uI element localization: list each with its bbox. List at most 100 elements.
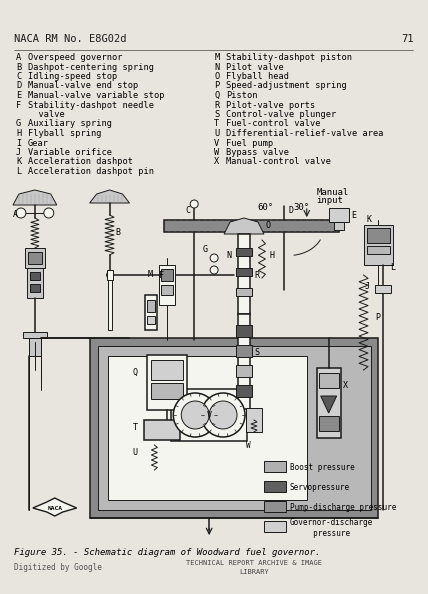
Text: X: X — [214, 157, 220, 166]
Polygon shape — [33, 498, 77, 516]
Text: NACA RM No. E8G02d: NACA RM No. E8G02d — [14, 34, 126, 44]
Circle shape — [173, 393, 217, 437]
Text: Q: Q — [214, 91, 220, 100]
Bar — [161, 285, 173, 295]
Text: Digitized by Google: Digitized by Google — [14, 563, 102, 572]
Text: 60°: 60° — [257, 203, 273, 212]
Bar — [144, 420, 180, 440]
Text: R: R — [254, 271, 259, 280]
Polygon shape — [13, 190, 57, 205]
Text: V: V — [207, 410, 212, 419]
Text: S: S — [254, 348, 259, 357]
Text: G: G — [202, 245, 207, 254]
Text: F: F — [16, 100, 21, 109]
Circle shape — [209, 401, 237, 429]
Text: Q: Q — [132, 368, 137, 377]
Circle shape — [44, 208, 54, 218]
Bar — [319, 416, 339, 431]
Text: E: E — [351, 211, 357, 220]
Bar — [30, 272, 40, 280]
Text: Flyball spring: Flyball spring — [28, 129, 101, 138]
Bar — [236, 385, 252, 397]
Text: K: K — [366, 215, 372, 224]
Bar — [264, 521, 286, 532]
Bar — [366, 228, 390, 243]
Text: Dashpot-centering spring: Dashpot-centering spring — [28, 62, 154, 71]
Bar — [236, 365, 252, 377]
Bar — [89, 338, 378, 518]
Text: W: W — [214, 148, 220, 157]
Bar — [25, 248, 45, 268]
Text: Pilot valve: Pilot valve — [226, 62, 284, 71]
Polygon shape — [224, 218, 264, 234]
Circle shape — [210, 254, 218, 262]
Bar — [319, 373, 339, 388]
Text: C: C — [185, 206, 190, 215]
Bar — [264, 501, 286, 512]
Text: B: B — [116, 228, 121, 237]
Text: N: N — [226, 251, 231, 260]
Circle shape — [16, 208, 26, 218]
Text: F: F — [159, 271, 164, 280]
Text: Control-valve plunger: Control-valve plunger — [226, 110, 336, 119]
Text: L: L — [16, 167, 21, 176]
Text: M: M — [214, 53, 220, 62]
Bar — [28, 252, 42, 264]
Text: E: E — [16, 91, 21, 100]
Bar — [159, 265, 175, 305]
Text: U: U — [132, 448, 137, 457]
Text: D: D — [289, 206, 294, 215]
Bar — [236, 248, 252, 256]
Text: 71: 71 — [401, 34, 413, 44]
Bar — [375, 285, 392, 293]
Bar — [238, 314, 250, 409]
Text: Manual-control valve: Manual-control valve — [226, 157, 331, 166]
Text: Flyball head: Flyball head — [226, 72, 289, 81]
Bar — [317, 368, 341, 438]
Text: Stability-dashpot needle: Stability-dashpot needle — [28, 100, 154, 109]
Text: X: X — [342, 381, 348, 390]
Text: Manual-valve variable stop: Manual-valve variable stop — [28, 91, 164, 100]
Text: S: S — [214, 110, 220, 119]
Text: Gear: Gear — [28, 138, 49, 147]
Bar — [366, 246, 390, 254]
Bar — [29, 338, 41, 356]
Text: Differential-relief-valve area: Differential-relief-valve area — [226, 129, 383, 138]
Text: P: P — [375, 313, 380, 322]
Bar — [236, 288, 252, 296]
Text: Boost pressure: Boost pressure — [290, 463, 354, 472]
Bar — [164, 220, 339, 232]
Bar — [238, 234, 250, 314]
Bar — [147, 300, 155, 312]
Text: Pump-discharge pressure: Pump-discharge pressure — [290, 504, 396, 513]
Text: Fuel-control valve: Fuel-control valve — [226, 119, 321, 128]
Polygon shape — [321, 396, 337, 413]
Bar — [236, 345, 252, 357]
Circle shape — [210, 266, 218, 274]
Bar — [30, 284, 40, 292]
Text: W: W — [246, 441, 251, 450]
Circle shape — [190, 200, 198, 208]
Bar — [27, 268, 43, 298]
Text: I: I — [16, 138, 21, 147]
Bar — [146, 295, 158, 330]
Text: Speed-adjustment spring: Speed-adjustment spring — [226, 81, 347, 90]
Text: Bypass valve: Bypass valve — [226, 148, 289, 157]
Text: Idling-speed stop: Idling-speed stop — [28, 72, 117, 81]
Text: 30°: 30° — [294, 203, 310, 212]
Text: Auxiliary spring: Auxiliary spring — [28, 119, 112, 128]
Bar — [152, 383, 183, 399]
Text: Servopressure: Servopressure — [290, 484, 350, 492]
Bar — [334, 222, 344, 230]
Bar — [147, 316, 155, 324]
Bar — [329, 208, 348, 222]
Text: V: V — [214, 138, 220, 147]
Text: Manual: Manual — [317, 188, 349, 197]
Text: B: B — [16, 62, 21, 71]
Text: TECHNICAL REPORT ARCHIVE & IMAGE: TECHNICAL REPORT ARCHIVE & IMAGE — [186, 560, 322, 566]
Circle shape — [181, 401, 209, 429]
Text: A: A — [13, 210, 18, 219]
Text: J: J — [16, 148, 21, 157]
Bar — [236, 268, 252, 276]
Text: Stability-dashpot piston: Stability-dashpot piston — [226, 53, 352, 62]
